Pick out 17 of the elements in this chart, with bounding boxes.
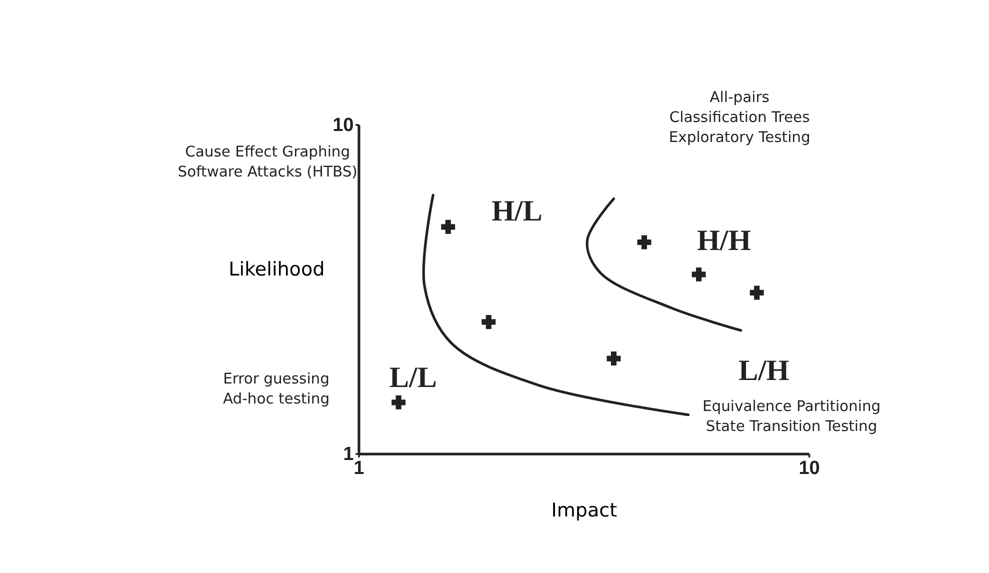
text: Error guessing Ad-hoc testing (222, 370, 330, 408)
point (750, 286, 764, 300)
point (482, 314, 496, 329)
annotation: L/L (389, 362, 437, 394)
point (692, 267, 706, 282)
point (606, 352, 621, 366)
point (392, 395, 406, 410)
x-axis-title: Impact (551, 499, 618, 522)
annotation: Equivalence Partitioning State Transition Testing (702, 398, 881, 436)
annotation: H/H (697, 225, 752, 258)
y-axis-title: Likelihood (228, 258, 325, 280)
annotation: L/H (738, 354, 790, 387)
text: Cause Effect Graphing Software Attacks (HTBS) (178, 144, 358, 180)
point (441, 220, 456, 234)
annotation: H/L (492, 196, 542, 228)
point (637, 235, 652, 250)
annotation: All-pairs Classification Trees Exploratory Testing (668, 89, 810, 146)
